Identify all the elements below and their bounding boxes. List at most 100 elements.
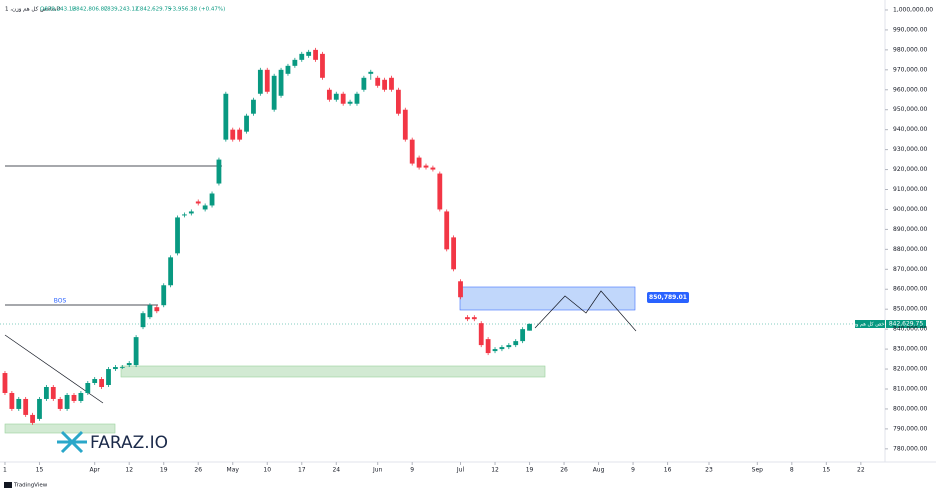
candle-body — [485, 339, 491, 354]
candle-body — [520, 329, 526, 342]
candle-body — [451, 237, 457, 270]
target-callout — [647, 292, 689, 303]
candle-body — [257, 69, 263, 94]
candle-body — [251, 99, 256, 114]
candle-body — [133, 337, 139, 366]
candle-body — [168, 257, 174, 286]
candle-body — [492, 349, 498, 352]
x-tick-label: 1 — [3, 467, 7, 474]
candle-body — [50, 386, 56, 399]
price-name: شاخص کل هم وزن — [850, 322, 890, 328]
y-tick-label: 960,000.00 — [893, 86, 928, 93]
candle-body — [37, 398, 42, 419]
candle-body — [430, 167, 436, 170]
candle-body — [2, 373, 8, 393]
candle-body — [43, 386, 49, 399]
candle-body — [478, 323, 484, 346]
y-tick-label: 980,000.00 — [893, 46, 928, 53]
candle-body — [333, 93, 339, 100]
x-tick-label: 24 — [332, 467, 340, 474]
candle-body — [16, 398, 22, 409]
candle-body — [306, 51, 312, 56]
candle-body — [202, 205, 208, 210]
symbol: شاخص کل هم وزن، 1D — [5, 6, 61, 13]
footer: TradingView — [13, 483, 48, 489]
candle-body — [237, 129, 243, 140]
y-tick-label: 1,000,000.00 — [893, 6, 933, 13]
candle-body — [361, 77, 367, 90]
price-label: 842,629.75 — [889, 321, 924, 328]
candle-body — [375, 77, 381, 86]
y-tick-label: 820,000.00 — [893, 366, 928, 373]
x-tick-label: 12 — [491, 467, 499, 474]
x-tick-label: May — [227, 467, 240, 474]
candle-body — [106, 369, 111, 385]
candle-body — [382, 79, 387, 90]
x-tick-label: 22 — [857, 467, 865, 474]
y-tick-label: 950,000.00 — [893, 106, 928, 113]
x-tick-label: 9 — [410, 467, 414, 474]
candle-body — [423, 165, 429, 168]
y-tick-label: 930,000.00 — [893, 146, 928, 153]
candle-body — [320, 53, 325, 78]
footer-icon — [4, 482, 12, 488]
ohlc-legend: O839,243.12H842,806.87L839,243.12C842,62… — [40, 7, 225, 13]
y-tick-label: 850,000.00 — [893, 306, 928, 313]
y-tick-label: 910,000.00 — [893, 186, 928, 193]
x-tick-label: 19 — [526, 467, 534, 474]
candle-body — [465, 317, 470, 320]
candle-body — [264, 69, 270, 92]
candle-body — [313, 49, 318, 60]
x-tick-label: 26 — [560, 467, 568, 474]
x-tick-label: 19 — [160, 467, 168, 474]
candle-body — [271, 75, 277, 110]
x-tick-label: 8 — [790, 467, 794, 474]
x-tick-label: 16 — [664, 467, 672, 474]
candle-body — [154, 307, 160, 312]
y-tick-label: 830,000.00 — [893, 346, 928, 353]
candle-body — [354, 93, 360, 104]
candle-body — [30, 414, 35, 423]
x-tick-label: Jul — [456, 467, 465, 474]
candle-body — [161, 285, 167, 306]
y-tick-label: 840,000.00 — [893, 326, 928, 333]
candle-body — [437, 173, 443, 210]
ohlc-value: H842,806.87 — [72, 7, 108, 13]
candle-body — [223, 93, 229, 140]
candle-body — [147, 305, 153, 318]
candle-body — [416, 157, 422, 168]
ohlc-value: C842,629.75 — [136, 7, 172, 13]
candle-body — [527, 323, 532, 331]
x-tick-label: 17 — [298, 467, 306, 474]
x-tick-label: 15 — [36, 467, 44, 474]
logo-text: FARAZ.IO — [90, 433, 168, 453]
candle-body — [499, 347, 505, 350]
candle-body — [278, 69, 284, 96]
candle-body — [126, 363, 132, 366]
ohlc-value: L839,243.12 — [104, 7, 139, 13]
y-tick-label: 880,000.00 — [893, 246, 928, 253]
supply-zone — [459, 286, 636, 311]
x-tick-label: 12 — [125, 467, 133, 474]
candle-body — [230, 129, 236, 140]
demand-zone — [4, 423, 116, 434]
candle-body — [285, 65, 291, 74]
projection-path — [534, 290, 637, 332]
candle-body — [57, 398, 63, 409]
y-tick-label: 870,000.00 — [893, 266, 928, 273]
candle-body — [71, 394, 77, 401]
y-tick-label: 800,000.00 — [893, 405, 928, 412]
candle-body — [444, 211, 450, 250]
candle-body — [244, 115, 249, 132]
y-tick-label: 900,000.00 — [893, 206, 928, 213]
ohlc-value: +3,956.38 (+0.47%) — [168, 7, 225, 13]
target-label: 850,789.01 — [649, 294, 687, 301]
ohlc-value: O839,243.12 — [40, 7, 76, 13]
y-tick-label: 920,000.00 — [893, 166, 928, 173]
logo: FARAZ.IO — [57, 430, 168, 454]
y-tick-label: 970,000.00 — [893, 66, 928, 73]
candle-body — [175, 217, 180, 254]
candle-body — [326, 89, 332, 100]
